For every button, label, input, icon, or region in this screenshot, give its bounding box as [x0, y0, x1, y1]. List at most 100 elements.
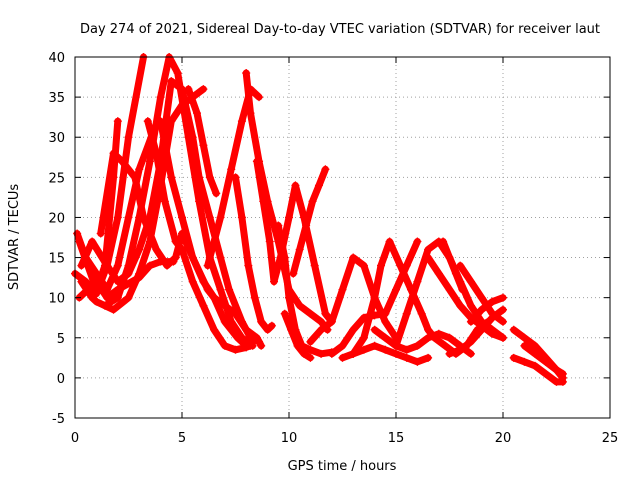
- series-s27: [466, 293, 507, 326]
- y-tick-label: 35: [48, 91, 65, 106]
- series-layer: [71, 53, 567, 386]
- data-point: [225, 285, 234, 294]
- x-tick-label: 5: [178, 431, 186, 446]
- data-point: [293, 341, 302, 350]
- data-point: [143, 117, 152, 126]
- data-point: [402, 345, 411, 354]
- data-point: [135, 213, 144, 222]
- data-point: [441, 341, 450, 350]
- data-point: [285, 293, 293, 302]
- data-point: [124, 213, 133, 222]
- plot-frame: [74, 56, 611, 419]
- data-point: [152, 245, 161, 254]
- data-point: [237, 333, 246, 342]
- data-point: [466, 317, 475, 326]
- data-point: [203, 261, 212, 270]
- data-point: [92, 277, 101, 286]
- data-point: [210, 325, 219, 334]
- y-tick-label: 40: [48, 51, 65, 66]
- data-point: [456, 345, 465, 354]
- data-point: [113, 117, 122, 126]
- data-point: [338, 285, 347, 294]
- data-point: [552, 365, 561, 374]
- data-point: [317, 317, 326, 326]
- series-line: [274, 222, 336, 358]
- data-point: [267, 321, 276, 330]
- data-point: [541, 369, 550, 378]
- data-point: [499, 317, 507, 326]
- series-s14: [252, 157, 336, 326]
- data-point: [88, 293, 97, 302]
- chart-title: Day 274 of 2021, Sidereal Day-to-day VTE…: [80, 22, 600, 37]
- data-point: [396, 261, 405, 270]
- data-point: [413, 237, 422, 246]
- data-point: [216, 285, 225, 294]
- data-point: [306, 353, 315, 362]
- data-point: [456, 261, 465, 270]
- data-point: [210, 293, 219, 302]
- series-line: [289, 165, 329, 278]
- data-point: [424, 353, 433, 362]
- data-point: [477, 305, 486, 314]
- data-point: [113, 261, 122, 270]
- data-point: [488, 329, 497, 338]
- data-point: [199, 301, 208, 310]
- data-point: [250, 293, 259, 302]
- data-point: [130, 173, 139, 182]
- data-point: [445, 349, 454, 358]
- data-point: [173, 69, 182, 78]
- y-tick-label: 30: [48, 131, 65, 146]
- data-point: [195, 197, 204, 206]
- data-point: [124, 261, 133, 270]
- data-point: [145, 213, 154, 222]
- data-point: [212, 189, 221, 198]
- data-point: [171, 253, 180, 262]
- data-point: [135, 269, 144, 278]
- data-point: [402, 309, 411, 318]
- data-point: [124, 133, 133, 142]
- data-point: [466, 337, 475, 346]
- tick-layer: 0 5 10 15 20 25 -5 0 5 10 15 20 25 30 35 40: [48, 51, 618, 446]
- data-point: [156, 93, 165, 102]
- data-point: [289, 269, 298, 278]
- data-point: [113, 213, 122, 222]
- data-point: [338, 341, 347, 350]
- series-s10: [184, 85, 221, 198]
- y-tick-label: 0: [57, 372, 65, 387]
- data-point: [231, 173, 240, 182]
- data-point: [184, 133, 193, 142]
- data-point: [477, 293, 486, 302]
- data-point: [321, 309, 330, 318]
- x-tick-label: 15: [388, 431, 405, 446]
- data-point: [199, 277, 208, 286]
- data-point: [370, 341, 379, 350]
- data-point: [295, 301, 304, 310]
- x-axis-label: GPS time / hours: [288, 459, 397, 474]
- y-tick-label: -5: [52, 412, 65, 427]
- data-point: [499, 305, 507, 314]
- data-point: [270, 277, 279, 286]
- x-tick-label: 20: [495, 431, 512, 446]
- data-point: [205, 173, 214, 182]
- data-point: [77, 261, 86, 270]
- data-point: [145, 157, 154, 166]
- data-point: [434, 269, 443, 278]
- data-point: [242, 343, 251, 352]
- data-point: [558, 377, 567, 386]
- y-tick-label: 20: [48, 211, 65, 226]
- data-point: [317, 349, 326, 358]
- data-point: [541, 357, 550, 366]
- data-point: [77, 277, 86, 286]
- data-point: [445, 333, 454, 342]
- data-point: [314, 181, 323, 190]
- data-point: [199, 85, 208, 94]
- data-point: [424, 253, 433, 262]
- data-point: [274, 221, 283, 230]
- data-point: [302, 221, 311, 230]
- data-point: [220, 341, 229, 350]
- data-point: [349, 349, 358, 358]
- data-point: [252, 157, 261, 166]
- data-point: [531, 349, 540, 358]
- data-point: [413, 357, 422, 366]
